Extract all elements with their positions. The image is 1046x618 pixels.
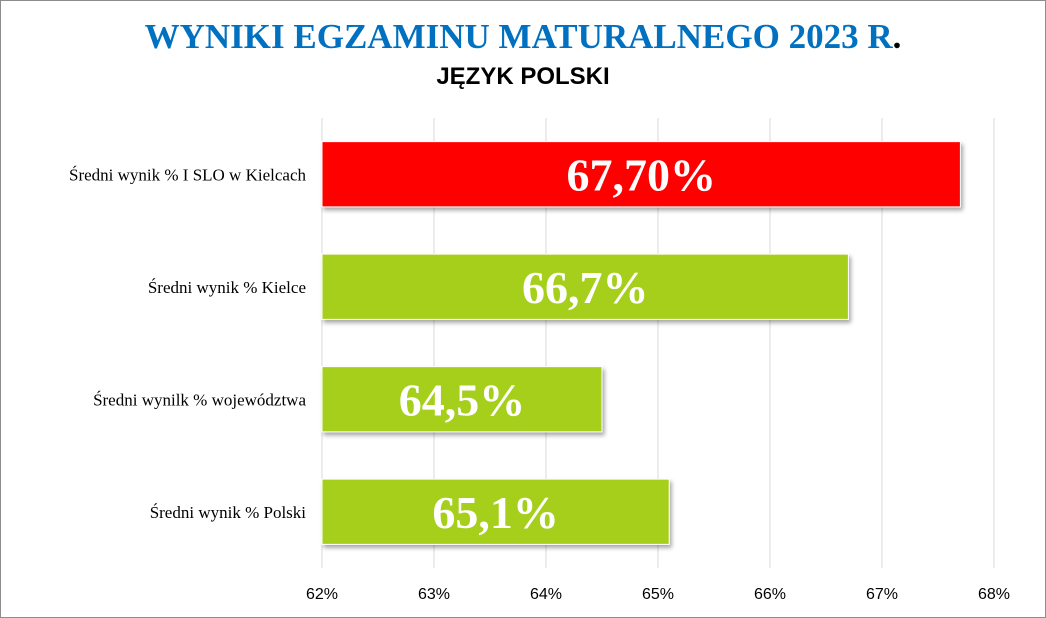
x-tick-label: 65% (642, 586, 674, 603)
chart-title: WYNIKI EGZAMINU MATURALNEGO 2023 R. (0, 14, 1046, 60)
x-tick-label: 63% (418, 586, 450, 603)
x-tick-label: 68% (978, 586, 1010, 603)
bar-data-label: 66,7% (522, 262, 649, 313)
x-axis-ticks: 62% 63% 64% 65% 66% 67% 68% (306, 586, 1010, 603)
bar-data-label: 67,70% (566, 149, 716, 200)
chart-subtitle: JĘZYK POLSKI (436, 63, 610, 90)
x-tick-label: 64% (530, 586, 562, 603)
bar (321, 366, 603, 433)
category-labels: Średni wynik % I SLO w Kielcach Średni wy… (69, 165, 307, 522)
bar-data-label: 65,1% (432, 487, 559, 538)
category-label: Średni wynik % Kielce (148, 278, 306, 297)
bar (321, 253, 849, 320)
chart-title-text: WYNIKI EGZAMINU MATURALNEGO 2023 R (144, 17, 893, 56)
x-tick-label: 67% (866, 586, 898, 603)
category-label: Średni wynik % I SLO w Kielcach (69, 165, 307, 184)
category-label: Średni wynilk % województwa (93, 390, 306, 409)
x-tick-label: 62% (306, 586, 338, 603)
chart-title-period: . (892, 17, 902, 56)
bar (321, 141, 961, 208)
bar-data-label: 64,5% (399, 374, 526, 425)
bar (321, 478, 670, 545)
x-tick-label: 66% (754, 586, 786, 603)
category-label: Średni wynik % Polski (150, 503, 307, 522)
bars: 67,70% 66,7% 64,5% 65,1% (321, 141, 961, 545)
